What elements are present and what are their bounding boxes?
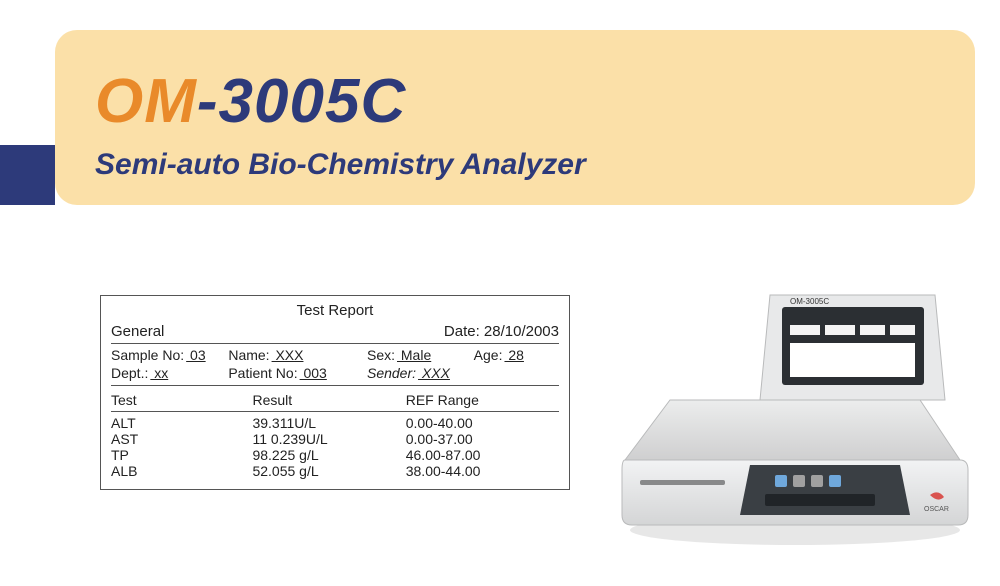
col-result: Result <box>252 392 405 408</box>
field-sender: Sender: XXX <box>367 365 474 381</box>
cell-test: AST <box>111 431 252 447</box>
report-date: Date: 28/10/2003 <box>444 323 559 340</box>
field-dept: Dept.: xx <box>111 365 228 381</box>
field-patient-no: Patient No: 003 <box>228 365 367 381</box>
product-subtitle: Semi-auto Bio-Chemistry Analyzer <box>95 148 586 182</box>
col-test: Test <box>111 392 252 408</box>
general-label: General <box>111 323 164 340</box>
field-name: Name: XXX <box>228 347 367 363</box>
device-front-panel <box>740 465 910 515</box>
product-banner: OM-3005C Semi-auto Bio-Chemistry Analyze… <box>0 30 1000 205</box>
cell-ref: 46.00-87.00 <box>406 447 559 463</box>
device-label: OM-3005C <box>790 297 829 306</box>
cell-result: 98.225 g/L <box>252 447 405 463</box>
cell-ref: 38.00-44.00 <box>406 463 559 479</box>
banner-side-bar <box>0 145 55 205</box>
cell-ref: 0.00-40.00 <box>406 415 559 431</box>
cell-result: 11 0.239U/L <box>252 431 405 447</box>
table-row: ALB52.055 g/L38.00-44.00 <box>111 463 559 479</box>
divider <box>111 385 559 386</box>
field-sample-no: Sample No: 03 <box>111 347 228 363</box>
cell-result: 39.311U/L <box>252 415 405 431</box>
table-row: TP98.225 g/L46.00-87.00 <box>111 447 559 463</box>
title-prefix: OM <box>95 67 197 136</box>
device-screen-housing: OM-3005C <box>760 295 945 400</box>
device-slot <box>640 480 725 485</box>
patient-fields: Sample No: 03 Name: XXX Sex: Male Age: 2… <box>111 347 559 381</box>
table-row: AST11 0.239U/L0.00-37.00 <box>111 431 559 447</box>
brand-name: OSCAR <box>924 506 949 513</box>
cell-ref: 0.00-37.00 <box>406 431 559 447</box>
cell-test: ALB <box>111 463 252 479</box>
table-row: ALT39.311U/L0.00-40.00 <box>111 415 559 431</box>
divider <box>111 411 559 412</box>
report-title: Test Report <box>111 302 559 319</box>
field-age: Age: 28 <box>474 347 559 363</box>
cell-result: 52.055 g/L <box>252 463 405 479</box>
cell-test: TP <box>111 447 252 463</box>
test-report-panel: Test Report General Date: 28/10/2003 Sam… <box>100 295 570 490</box>
product-title: OM-3005C <box>95 66 406 137</box>
cell-test: ALT <box>111 415 252 431</box>
field-sex: Sex: Male <box>367 347 474 363</box>
device-illustration: OM-3005C OSCAR <box>610 280 970 550</box>
device-slope <box>625 400 960 460</box>
divider <box>111 343 559 344</box>
test-table-header: Test Result REF Range <box>111 392 559 408</box>
col-ref: REF Range <box>406 392 559 408</box>
title-suffix: -3005C <box>197 67 406 136</box>
test-table-body: ALT39.311U/L0.00-40.00AST11 0.239U/L0.00… <box>111 415 559 479</box>
